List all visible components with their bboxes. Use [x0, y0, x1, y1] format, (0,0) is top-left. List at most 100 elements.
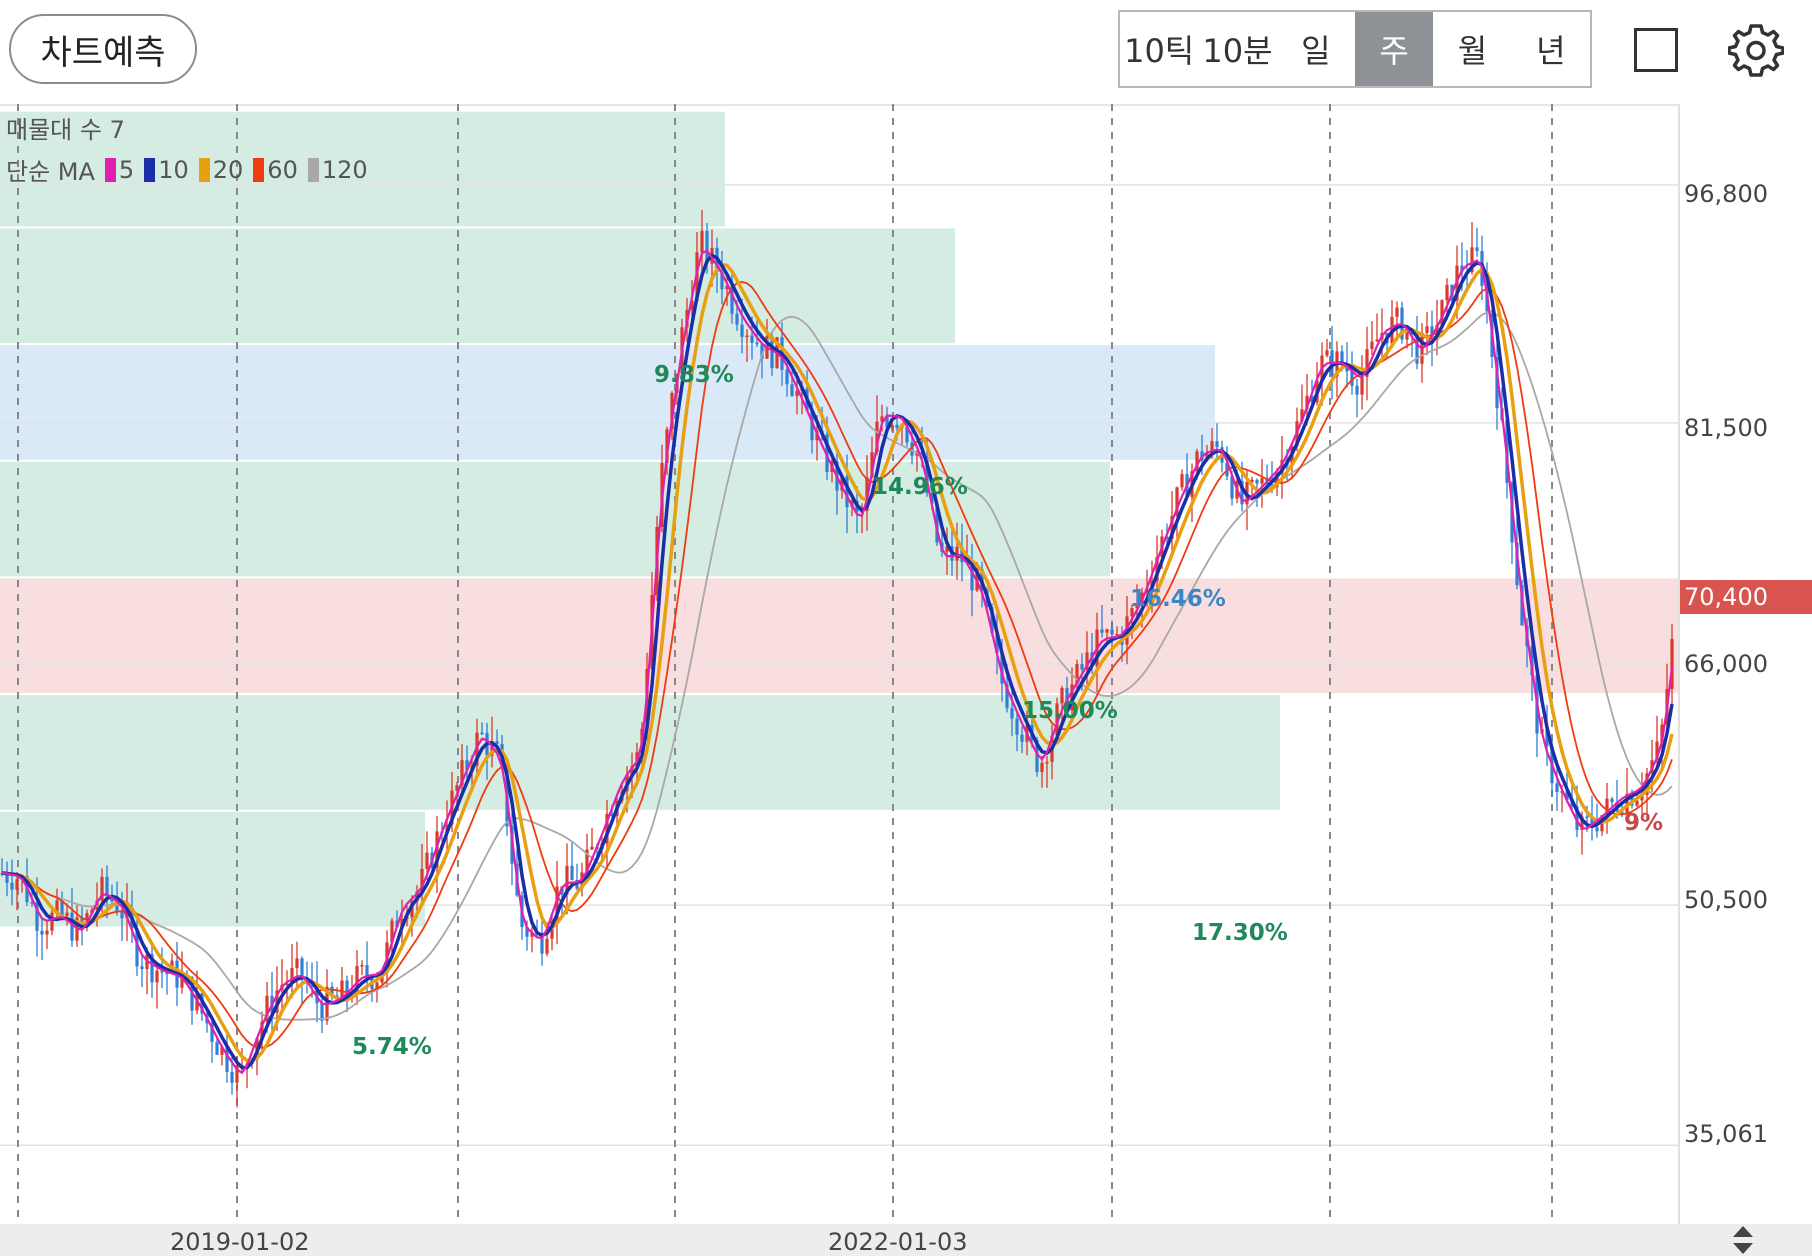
date-tick: 2022-01-03 — [828, 1228, 968, 1256]
candle-body — [1040, 762, 1044, 772]
candle-body — [1395, 307, 1399, 317]
candle-body — [1020, 734, 1024, 742]
candle-body — [1475, 247, 1479, 252]
candle-body — [935, 503, 939, 543]
ma-legend-title: 단순 MA — [6, 158, 95, 186]
ma20-label: 20 — [212, 155, 244, 184]
ma-legend: 단순 MA 5 10 20 60 120 — [6, 152, 370, 187]
candle-body — [955, 546, 959, 561]
chart-predict-button[interactable]: 차트예측 — [9, 14, 197, 84]
candle-body — [355, 965, 359, 995]
candle-body — [40, 930, 44, 935]
candle-body — [340, 980, 344, 999]
volume-band — [0, 578, 1678, 694]
candle-body — [525, 926, 529, 937]
price-chart[interactable] — [0, 104, 1678, 1224]
candle-body — [1175, 487, 1179, 517]
candle-body — [730, 285, 734, 314]
ma20-swatch — [198, 157, 210, 182]
candle-body — [10, 882, 14, 890]
candle-body — [755, 342, 759, 345]
candle-body — [1180, 474, 1184, 488]
tab-week[interactable]: 주 — [1354, 12, 1434, 86]
candle-body — [160, 970, 164, 973]
candle-body — [1240, 480, 1244, 505]
candle-body — [460, 760, 464, 786]
gear-icon[interactable] — [1728, 22, 1784, 78]
candle-body — [770, 336, 774, 369]
ma5-line — [1, 249, 1674, 1075]
candle-body — [50, 912, 54, 931]
candle-body — [320, 1003, 324, 1021]
candle-body — [550, 921, 554, 939]
tab-day[interactable]: 일 — [1301, 32, 1331, 70]
ma10-swatch — [144, 157, 156, 182]
candle-body — [630, 766, 634, 775]
tab-month[interactable]: 월 — [1457, 32, 1488, 70]
candle-body — [100, 876, 104, 901]
ma10-line — [1, 253, 1674, 1070]
candle-body — [1590, 817, 1594, 828]
candle-body — [115, 901, 119, 913]
candle-body — [565, 865, 569, 895]
candle-body — [875, 421, 879, 453]
candle-body — [895, 424, 899, 428]
date-axis[interactable] — [0, 1224, 1812, 1256]
ma10-label: 10 — [158, 155, 189, 184]
candle-body — [1360, 376, 1364, 395]
candle-body — [1015, 718, 1019, 735]
square-icon[interactable] — [1634, 28, 1678, 72]
scroll-arrows-icon[interactable] — [1730, 1224, 1756, 1256]
candle-body — [15, 879, 19, 890]
candle-body — [1415, 333, 1419, 364]
candle-body — [1425, 326, 1429, 333]
volume-band — [0, 228, 955, 344]
chart-canvas[interactable] — [0, 104, 1678, 1224]
ma60-swatch — [253, 157, 265, 182]
band-pct: 5.74% — [352, 1034, 432, 1060]
candle-body — [790, 384, 794, 397]
candle-body — [465, 760, 469, 770]
candle-body — [1155, 557, 1159, 582]
candle-body — [390, 920, 394, 943]
price-axis[interactable] — [1678, 104, 1812, 1224]
price-tick: 81,500 — [1684, 414, 1768, 442]
candle-body — [480, 732, 484, 735]
candle-body — [735, 313, 739, 325]
ma5-swatch — [104, 157, 116, 182]
candle-body — [665, 429, 669, 463]
candle-body — [970, 560, 974, 591]
candle-body — [1585, 816, 1589, 818]
candle-body — [105, 876, 109, 897]
candle-body — [235, 1065, 239, 1083]
candle-body — [1055, 703, 1059, 736]
candle-body — [995, 632, 999, 654]
tab-10min[interactable]: 10분 — [1202, 32, 1273, 70]
candle-body — [1100, 629, 1104, 633]
candle-body — [135, 928, 139, 967]
candle-body — [1530, 646, 1534, 676]
candle-body — [140, 966, 144, 969]
price-tick: 50,500 — [1684, 886, 1768, 914]
candle-body — [1105, 629, 1109, 633]
candle-body — [5, 873, 9, 883]
candle-body — [1085, 652, 1089, 670]
candle-body — [1365, 349, 1369, 377]
tab-10tick[interactable]: 10틱 — [1124, 32, 1195, 70]
candle-body — [1045, 761, 1049, 764]
candle-body — [65, 912, 69, 917]
candle-body — [1300, 409, 1304, 422]
candle-body — [590, 846, 594, 850]
price-tick: 96,800 — [1684, 180, 1768, 208]
band-pct: 17.30% — [1192, 920, 1288, 946]
candle-body — [1610, 798, 1614, 803]
candle-body — [1110, 629, 1114, 635]
tab-year[interactable]: 년 — [1536, 32, 1566, 70]
candle-body — [1575, 806, 1579, 830]
candle-body — [1305, 395, 1309, 410]
candle-body — [1275, 473, 1279, 488]
candle-body — [1260, 478, 1264, 484]
candle-body — [1660, 724, 1664, 742]
candle-body — [300, 958, 304, 979]
candle-body — [610, 813, 614, 816]
